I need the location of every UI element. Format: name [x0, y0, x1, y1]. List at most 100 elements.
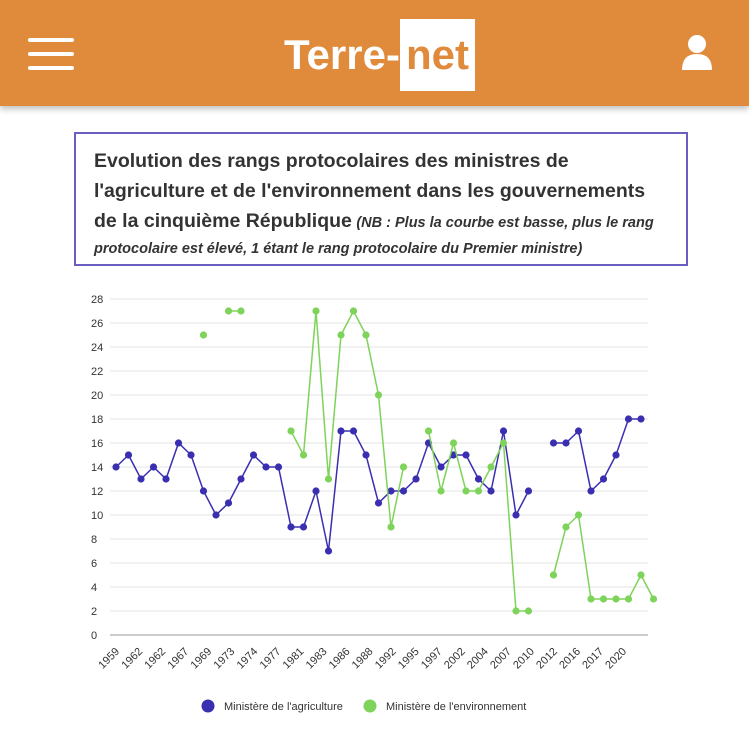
user-icon[interactable] [680, 34, 714, 72]
legend-marker-1 [363, 699, 377, 713]
x-tick-label: 1983 [304, 646, 330, 672]
data-point-0 [524, 487, 533, 495]
y-tick-label: 22 [91, 366, 103, 378]
data-point-0 [212, 511, 220, 519]
data-point-0 [412, 475, 420, 483]
y-tick-label: 8 [91, 534, 97, 546]
data-point-0 [274, 463, 283, 471]
x-tick-label: 1969 [189, 646, 215, 672]
x-tick-label: 2017 [580, 646, 606, 672]
data-point-1 [512, 607, 520, 615]
data-point-1 [337, 331, 345, 339]
data-point-0 [462, 451, 470, 459]
data-point-0 [174, 439, 183, 447]
data-point-1 [549, 571, 558, 579]
data-point-1 [237, 307, 245, 315]
data-point-1 [399, 463, 408, 471]
y-tick-label: 28 [91, 294, 103, 306]
data-point-0 [112, 463, 120, 471]
x-tick-label: 2004 [465, 646, 491, 672]
data-point-1 [487, 463, 495, 471]
data-point-0 [337, 427, 345, 435]
data-point-0 [612, 451, 620, 459]
x-tick-label: 1959 [96, 646, 122, 672]
data-point-0 [362, 451, 370, 459]
x-tick-label: 2002 [442, 646, 468, 672]
data-point-0 [499, 427, 508, 435]
series-line-0 [553, 418, 641, 493]
data-point-0 [249, 451, 258, 459]
data-point-0 [162, 475, 170, 483]
data-point-0 [387, 487, 395, 495]
x-tick-label: 1992 [373, 646, 399, 672]
data-point-0 [324, 547, 333, 555]
y-tick-label: 18 [91, 414, 103, 426]
x-tick-label: 2012 [534, 646, 560, 672]
data-point-0 [137, 475, 145, 483]
data-point-1 [449, 439, 458, 447]
chart-title: Evolution des rangs protocolaires des mi… [94, 150, 646, 232]
y-tick-label: 24 [91, 342, 103, 354]
site-header: Terre-net [0, 0, 749, 106]
series-line-1 [427, 430, 529, 612]
x-tick-label: 1986 [327, 646, 353, 672]
data-point-1 [499, 439, 508, 447]
data-point-0 [574, 427, 583, 435]
logo-text-net: net [399, 19, 475, 91]
data-point-0 [199, 487, 208, 495]
data-point-1 [224, 307, 233, 315]
x-tick-label: 1962 [119, 646, 145, 672]
x-tick-label: 1973 [212, 646, 238, 672]
data-point-1 [199, 331, 208, 339]
y-tick-label: 26 [91, 318, 103, 330]
legend-marker-0 [201, 699, 215, 713]
data-point-1 [362, 331, 370, 339]
data-point-1 [637, 571, 645, 579]
data-point-0 [549, 439, 558, 447]
data-point-0 [287, 523, 295, 531]
data-point-1 [624, 595, 633, 603]
data-point-1 [374, 391, 383, 399]
data-point-0 [512, 511, 520, 519]
x-tick-label: 1988 [350, 646, 376, 672]
data-point-0 [299, 523, 308, 531]
data-point-0 [562, 439, 570, 447]
data-point-0 [262, 463, 270, 471]
y-tick-label: 16 [91, 438, 103, 450]
data-point-1 [324, 475, 333, 483]
data-point-1 [574, 511, 583, 519]
data-point-0 [449, 451, 458, 459]
data-point-0 [487, 487, 495, 495]
x-tick-label: 1995 [396, 646, 422, 672]
data-point-0 [124, 451, 133, 459]
x-tick-label: 1962 [142, 646, 168, 672]
data-point-1 [612, 595, 620, 603]
data-point-0 [237, 475, 245, 483]
chart-title-box: Evolution des rangs protocolaires des mi… [74, 132, 688, 266]
y-tick-label: 0 [91, 630, 97, 642]
data-point-0 [149, 463, 158, 471]
hamburger-icon[interactable] [28, 38, 74, 70]
data-point-0 [424, 439, 433, 447]
data-point-0 [349, 427, 358, 435]
x-tick-label: 1977 [258, 646, 284, 672]
x-tick-label: 1981 [281, 646, 307, 672]
x-tick-label: 2010 [511, 646, 537, 672]
logo-text-terre: Terre- [284, 31, 400, 78]
y-tick-label: 6 [91, 558, 97, 570]
data-point-1 [562, 523, 570, 531]
x-tick-label: 2007 [488, 646, 514, 672]
site-logo[interactable]: Terre-net [284, 19, 475, 91]
data-point-1 [524, 607, 533, 615]
data-point-0 [399, 487, 408, 495]
data-point-1 [349, 307, 358, 315]
data-point-1 [649, 595, 658, 603]
x-tick-label: 1974 [235, 646, 261, 672]
data-point-0 [374, 499, 383, 507]
data-point-1 [312, 307, 320, 315]
data-point-0 [599, 475, 608, 483]
y-tick-label: 4 [91, 582, 97, 594]
y-tick-label: 12 [91, 486, 103, 498]
data-point-1 [587, 595, 595, 603]
